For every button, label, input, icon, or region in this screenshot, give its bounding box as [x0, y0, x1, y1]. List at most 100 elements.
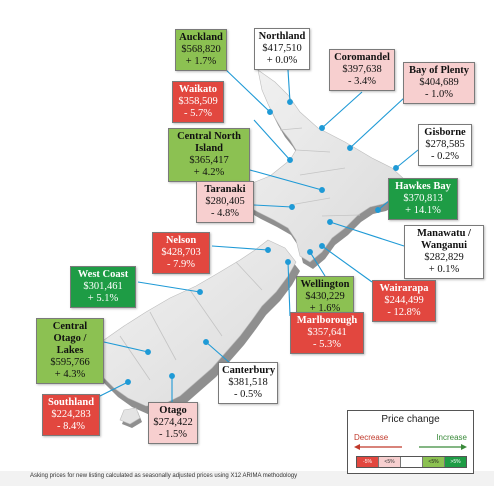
region-change: + 0.1% [428, 264, 460, 275]
region-name: Bay of Plenty [408, 65, 470, 76]
region-name: Coromandel [334, 52, 390, 63]
region-label-wairarapa: Wairarapa $244,499 - 12.8% [372, 280, 436, 322]
legend-swatch [401, 457, 423, 467]
region-name: Canterbury [222, 365, 276, 376]
region-price: $568,820 [181, 44, 221, 55]
legend-increase-label: Increase [436, 433, 467, 442]
legend-color-scale: -5% <5% <5% >5% [356, 456, 467, 468]
decrease-arrowhead [354, 444, 360, 450]
region-name: Northland [258, 31, 306, 42]
legend-title: Price change [381, 414, 440, 425]
region-price: $370,813 [403, 193, 443, 204]
legend-decrease-label: Decrease [354, 433, 389, 442]
leader-waikato [253, 119, 291, 161]
leader-taranaki [253, 204, 293, 208]
region-change: - 0.5% [234, 389, 262, 400]
dot-waikato [287, 157, 293, 163]
region-label-southland: Southland $224,283 - 8.4% [42, 394, 100, 436]
price-change-legend: Price change Decrease Increase -5% <5% <… [347, 410, 474, 474]
dot-bay-of-plenty [347, 145, 353, 151]
region-label-gisborne: Gisborne $278,585 - 0.2% [418, 124, 472, 166]
region-change: + 4.3% [54, 369, 86, 380]
north-island [239, 69, 408, 269]
leader-bay-of-plenty [349, 97, 405, 149]
region-price: $357,641 [307, 327, 347, 338]
region-change: - 1.5% [159, 429, 187, 440]
region-name: Nelson [165, 235, 197, 246]
leader-nelson [211, 245, 269, 251]
dot-manawatu [327, 219, 333, 225]
dot-wairarapa [319, 243, 325, 249]
leader-southland [99, 381, 129, 397]
leader-wairarapa [321, 245, 373, 283]
region-change: + 5.1% [87, 293, 119, 304]
region-price: $280,405 [205, 196, 245, 207]
leader-wellington [309, 251, 326, 277]
region-name: Southland [47, 397, 95, 408]
legend-swatch: >5% [445, 457, 466, 467]
leader-marlborough [287, 261, 291, 317]
region-label-otago: Otago $274,422 - 1.5% [148, 402, 198, 444]
region-change: - 3.4% [348, 76, 376, 87]
region-label-manawatu-wanganui: Manawatu / Wanganui $282,829 + 0.1% [404, 225, 484, 279]
region-price: $428,703 [161, 247, 201, 258]
region-name: Taranaki [204, 184, 246, 195]
region-change: - 12.8% [387, 307, 421, 318]
region-price: $301,461 [83, 281, 123, 292]
dot-west-coast [197, 289, 203, 295]
region-name: West Coast [77, 269, 129, 280]
region-change: + 0.0% [266, 55, 298, 66]
region-name: Hawkes Bay [395, 181, 451, 192]
region-change: - 5.7% [184, 108, 212, 119]
region-price: $430,229 [305, 291, 345, 302]
region-label-northland: Northland $417,510 + 0.0% [254, 28, 310, 70]
region-price: $274,422 [153, 417, 193, 428]
region-name: Manawatu / Wanganui [417, 228, 471, 251]
region-price: $397,638 [342, 64, 382, 75]
leader-west-coast [137, 281, 201, 293]
region-change: + 1.6% [309, 303, 341, 314]
dot-wellington [307, 249, 313, 255]
dot-coromandel [319, 125, 325, 131]
dot-auckland [267, 109, 273, 115]
region-change: + 14.1% [405, 205, 441, 216]
region-label-central-north-island: Central North Island $365,417 + 4.2% [168, 128, 250, 182]
leader-manawatu [329, 221, 405, 247]
region-change: - 5.3% [313, 339, 341, 350]
leader-lines [99, 67, 419, 404]
dot-hawkes-bay [375, 207, 381, 213]
region-price: $358,509 [178, 96, 218, 107]
legend-swatch: <5% [379, 457, 401, 467]
region-name: Central North Island [177, 131, 241, 154]
region-price: $595,766 [50, 357, 90, 368]
region-change: - 4.8% [211, 208, 239, 219]
region-price: $404,689 [419, 77, 459, 88]
leader-central-otago [103, 341, 149, 353]
dot-marlborough [285, 259, 291, 265]
region-label-nelson: Nelson $428,703 - 7.9% [152, 232, 210, 274]
region-label-waikato: Waikato $358,509 - 5.7% [172, 81, 224, 123]
legend-swatch: -5% [357, 457, 379, 467]
leader-auckland [223, 67, 271, 113]
region-change: - 0.2% [431, 151, 459, 162]
region-change: - 8.4% [57, 421, 85, 432]
region-price: $282,829 [424, 252, 464, 263]
dot-canterbury [203, 339, 209, 345]
region-label-canterbury: Canterbury $381,518 - 0.5% [218, 362, 278, 404]
south-island [91, 239, 300, 415]
region-name: Otago [159, 405, 187, 416]
leader-gisborne [395, 149, 419, 169]
region-price: $365,417 [189, 155, 229, 166]
leader-central-north-island [249, 169, 323, 191]
region-change: - 1.0% [425, 89, 453, 100]
dot-central-otago [145, 349, 151, 355]
region-change: + 4.2% [193, 167, 225, 178]
region-price: $381,518 [228, 377, 268, 388]
region-label-taranaki: Taranaki $280,405 - 4.8% [196, 181, 254, 223]
region-name: Waikato [179, 84, 217, 95]
region-label-coromandel: Coromandel $397,638 - 3.4% [329, 49, 395, 91]
dot-northland [287, 99, 293, 105]
leader-northland [287, 69, 291, 103]
region-label-central-otago-lakes: Central Otago / Lakes $595,766 + 4.3% [36, 318, 104, 384]
